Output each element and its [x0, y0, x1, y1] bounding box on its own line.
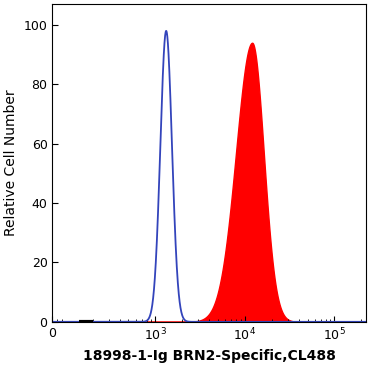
X-axis label: 18998-1-Ig BRN2-Specific,CL488: 18998-1-Ig BRN2-Specific,CL488: [83, 349, 336, 363]
Y-axis label: Relative Cell Number: Relative Cell Number: [4, 90, 18, 236]
